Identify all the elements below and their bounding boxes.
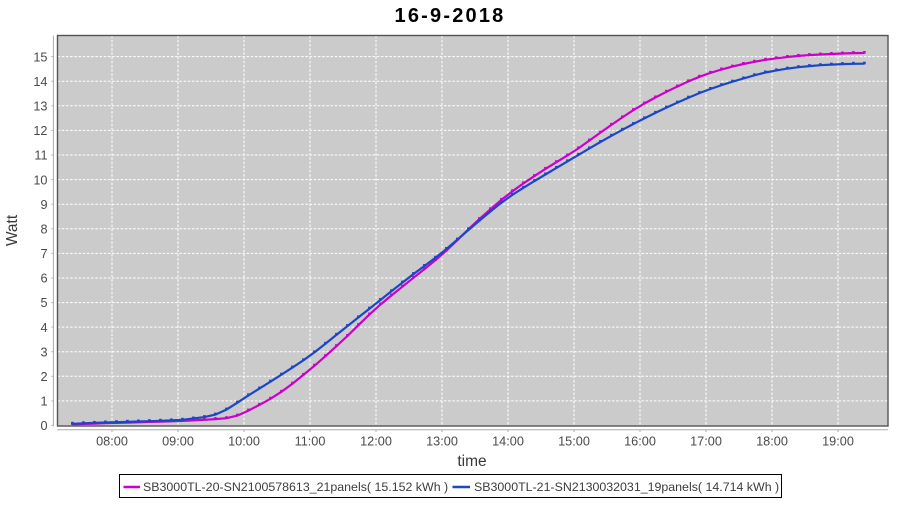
svg-text:8: 8 [40,223,47,237]
svg-text:13: 13 [33,100,47,114]
svg-text:12: 12 [33,124,47,138]
svg-text:19:00: 19:00 [822,435,854,449]
svg-text:12:00: 12:00 [360,435,392,449]
svg-text:6: 6 [40,272,47,286]
svg-text:1: 1 [40,395,47,409]
svg-text:Watt: Watt [4,214,21,246]
svg-text:08:00: 08:00 [96,435,128,449]
svg-text:17:00: 17:00 [690,435,722,449]
svg-text:16-9-2018: 16-9-2018 [395,5,506,27]
svg-text:15: 15 [33,50,47,64]
svg-text:5: 5 [40,296,47,310]
svg-text:16:00: 16:00 [624,435,656,449]
svg-text:14:00: 14:00 [492,435,524,449]
svg-text:11: 11 [34,149,47,163]
svg-text:time: time [457,453,486,470]
svg-text:18:00: 18:00 [756,435,788,449]
svg-text:15:00: 15:00 [558,435,590,449]
svg-text:10:00: 10:00 [228,435,260,449]
svg-text:7: 7 [40,247,47,261]
svg-text:09:00: 09:00 [162,435,194,449]
svg-text:0: 0 [40,419,47,433]
svg-text:11:00: 11:00 [295,435,326,449]
svg-text:2: 2 [40,370,47,384]
svg-text:13:00: 13:00 [426,435,458,449]
svg-text:3: 3 [40,345,47,359]
svg-text:14: 14 [33,75,47,89]
svg-text:4: 4 [40,321,47,335]
svg-text:10: 10 [33,173,47,187]
svg-text:SB3000TL-21-SN2130032031_19pan: SB3000TL-21-SN2130032031_19panels( 14.71… [474,480,779,494]
svg-text:9: 9 [40,198,47,212]
svg-text:SB3000TL-20-SN2100578613_21pan: SB3000TL-20-SN2100578613_21panels( 15.15… [143,480,448,494]
